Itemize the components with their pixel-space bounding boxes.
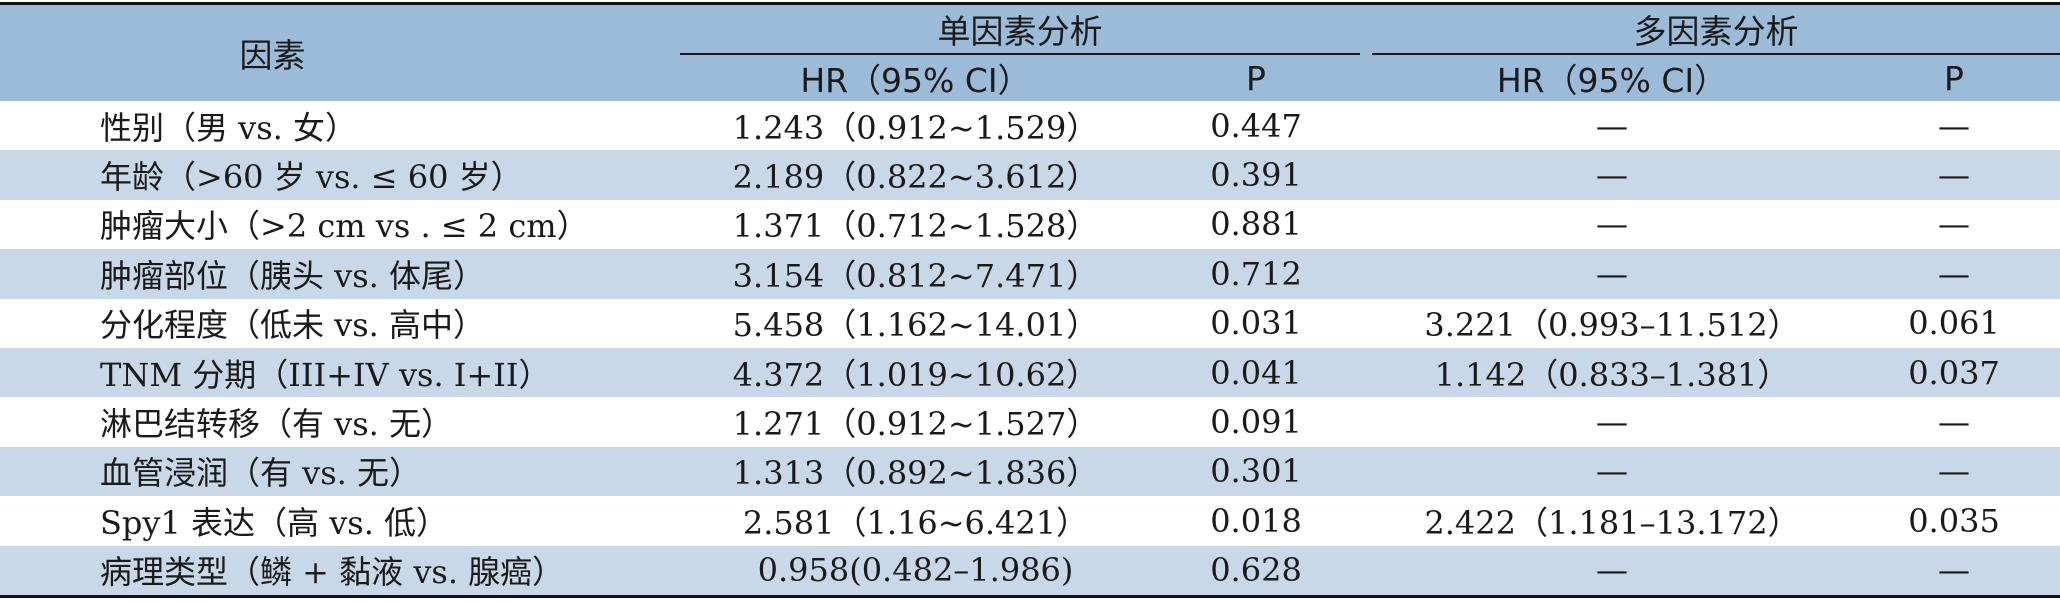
hr-multivariate-cell: —: [1596, 551, 1628, 590]
p-univariate-cell: 0.391: [1210, 156, 1302, 195]
factor-cell: TNM 分期（III+IV vs. I+II）: [100, 355, 551, 394]
factor-cell: 性别（男 vs. 女）: [100, 108, 358, 147]
univariate-group-rule: [680, 53, 1360, 55]
p-multivariate-cell: 0.035: [1908, 501, 2000, 540]
table-row: 性别（男 vs. 女） 1.243（0.912~1.529） 0.447 — —: [0, 101, 2060, 150]
p-multivariate-cell: —: [1938, 551, 1970, 590]
table-row: 血管浸润（有 vs. 无） 1.313（0.892~1.836） 0.301 —…: [0, 446, 2060, 497]
hr-univariate-cell: 2.189（0.822~3.612）: [732, 158, 1099, 197]
table-row: 病理类型（鳞 + 黏液 vs. 腺癌） 0.958(0.482–1.986) 0…: [0, 545, 2060, 595]
hr-univariate-cell: 2.581（1.16~6.421）: [742, 503, 1089, 542]
factor-cell: 肿瘤大小（>2 cm vs . ≤ 2 cm）: [100, 207, 589, 246]
p-multivariate-cell: —: [1938, 254, 1970, 293]
hr-univariate-cell: 3.154（0.812~7.471）: [732, 256, 1099, 295]
header-univariate: 单因素分析: [937, 12, 1103, 51]
table-row: 淋巴结转移（有 vs. 无） 1.271（0.912~1.527） 0.091 …: [0, 397, 2060, 446]
factor-cell: Spy1 表达（高 vs. 低）: [100, 503, 449, 542]
p-multivariate-cell: —: [1938, 156, 1970, 195]
hr-multivariate-cell: —: [1596, 156, 1628, 195]
factor-cell: 病理类型（鳞 + 黏液 vs. 腺癌）: [100, 553, 565, 592]
p-multivariate-cell: —: [1938, 403, 1970, 442]
factor-cell: 肿瘤部位（胰头 vs. 体尾）: [100, 256, 486, 295]
hr-multivariate-cell: —: [1596, 106, 1628, 145]
p-multivariate-cell: —: [1938, 452, 1970, 491]
hr-univariate-cell: 1.243（0.912~1.529）: [732, 108, 1099, 147]
hr-univariate-cell: 1.271（0.912~1.527）: [732, 405, 1099, 444]
p-multivariate-cell: —: [1938, 205, 1970, 244]
factor-cell: 年龄（>60 岁 vs. ≤ 60 岁）: [100, 158, 523, 197]
table-row: 肿瘤部位（胰头 vs. 体尾） 3.154（0.812~7.471） 0.712…: [0, 249, 2060, 299]
factor-cell: 分化程度（低未 vs. 高中）: [100, 306, 486, 345]
table-header: 因素 单因素分析 多因素分析 HR（95% CI） P HR（95% CI） P: [0, 5, 2060, 101]
table-row: 肿瘤大小（>2 cm vs . ≤ 2 cm） 1.371（0.712~1.52…: [0, 200, 2060, 249]
header-multivariate: 多因素分析: [1633, 12, 1799, 51]
p-multivariate-cell: 0.061: [1908, 304, 2000, 343]
table-top-rule: [0, 2, 2060, 5]
p-univariate-cell: 0.628: [1210, 551, 1302, 590]
hr-multivariate-cell: —: [1596, 254, 1628, 293]
header-hr-ci-univariate: HR（95% CI）: [800, 61, 1031, 100]
hr-multivariate-cell: —: [1596, 205, 1628, 244]
p-univariate-cell: 0.712: [1210, 254, 1302, 293]
header-p-multivariate: P: [1944, 58, 1964, 98]
table-row: 分化程度（低未 vs. 高中） 5.458（1.162~14.01） 0.031…: [0, 299, 2060, 348]
hr-multivariate-cell: 2.422（1.181–13.172）: [1424, 503, 1800, 542]
table-row: TNM 分期（III+IV vs. I+II） 4.372（1.019~10.6…: [0, 348, 2060, 398]
factor-cell: 血管浸润（有 vs. 无）: [100, 454, 422, 493]
factor-cell: 淋巴结转移（有 vs. 无）: [100, 405, 454, 444]
p-multivariate-cell: —: [1938, 106, 1970, 145]
hr-univariate-cell: 5.458（1.162~14.01）: [732, 306, 1099, 345]
p-multivariate-cell: 0.037: [1908, 353, 2000, 392]
p-univariate-cell: 0.301: [1210, 452, 1302, 491]
multivariate-group-rule: [1372, 53, 2060, 55]
p-univariate-cell: 0.447: [1210, 106, 1302, 145]
hr-multivariate-cell: 1.142（0.833–1.381）: [1434, 355, 1790, 394]
header-p-univariate: P: [1246, 58, 1266, 98]
p-univariate-cell: 0.881: [1210, 205, 1302, 244]
hr-multivariate-cell: 3.221（0.993–11.512）: [1424, 306, 1800, 345]
hr-univariate-cell: 0.958(0.482–1.986): [757, 551, 1074, 590]
p-univariate-cell: 0.091: [1210, 403, 1302, 442]
p-univariate-cell: 0.031: [1210, 304, 1302, 343]
table-row: 年龄（>60 岁 vs. ≤ 60 岁） 2.189（0.822~3.612） …: [0, 150, 2060, 200]
header-hr-ci-multivariate: HR（95% CI）: [1496, 61, 1728, 100]
header-factor: 因素: [239, 36, 306, 75]
hr-univariate-cell: 1.371（0.712~1.528）: [732, 207, 1099, 246]
table-row: Spy1 表达（高 vs. 低） 2.581（1.16~6.421） 0.018…: [0, 496, 2060, 545]
p-univariate-cell: 0.018: [1210, 501, 1302, 540]
table-bottom-rule: [0, 595, 2060, 598]
hr-multivariate-cell: —: [1596, 452, 1628, 491]
hr-multivariate-cell: —: [1596, 403, 1628, 442]
hr-univariate-cell: 1.313（0.892~1.836）: [732, 454, 1099, 493]
p-univariate-cell: 0.041: [1210, 353, 1302, 392]
hr-univariate-cell: 4.372（1.019~10.62）: [732, 355, 1099, 394]
